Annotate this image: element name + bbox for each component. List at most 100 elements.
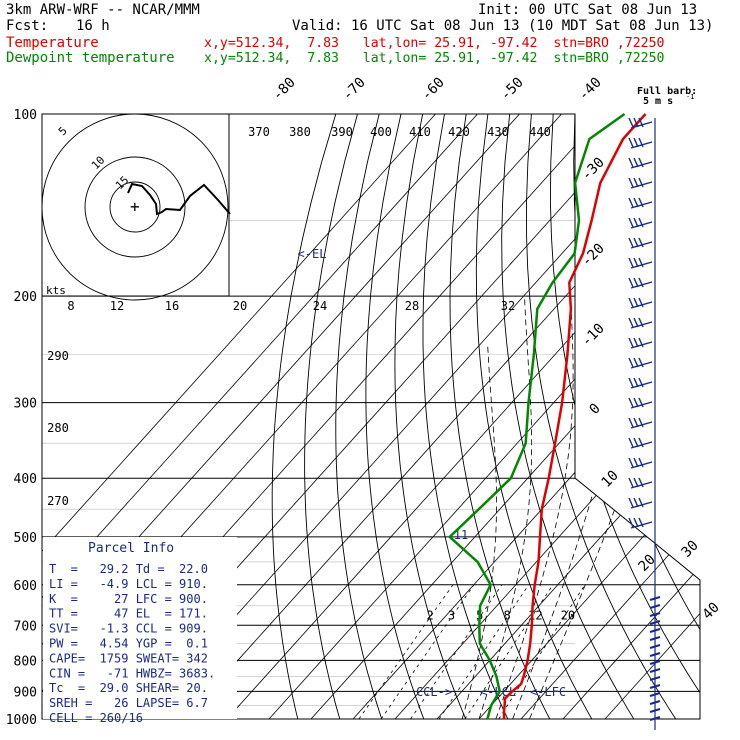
dry-adiabat-340 (526, 114, 677, 719)
theta-label-8: 290 (47, 349, 69, 363)
isotherm-50 (604, 114, 700, 719)
isotherm-label-0: 0 (587, 401, 604, 418)
mixing-ratio-label-12: 12 (528, 608, 542, 622)
wind-barb (628, 237, 653, 249)
mixing-ratio-label-20: 20 (561, 608, 575, 622)
isotherm-label-40: 40 (700, 600, 723, 623)
wind-barb-flag (628, 437, 634, 448)
parcel-row-8: Tc = 29.0 SHEAR= 20. (49, 681, 208, 695)
wind-barb-flag (638, 297, 644, 308)
wind-barb (628, 297, 653, 309)
wind-barb-flag (638, 497, 644, 508)
parcel-row-2: K = 27 LFC = 900. (49, 592, 208, 606)
dry-adiabat-370 (596, 114, 700, 719)
parcel-row-10: CELL = 260/16 (49, 711, 143, 725)
isotherm-label--60: -60 (419, 75, 448, 104)
theta-label-9: 280 (47, 421, 69, 435)
parcel-row-7: CIN = -71 HWBZ= 3683. (49, 666, 215, 680)
forecast-label: Fcst: (6, 18, 49, 34)
wind-barb-flag (633, 157, 639, 168)
isotherm-20 (478, 114, 700, 719)
theta-label-5: 420 (448, 125, 470, 139)
pressure-label-300: 300 (14, 397, 37, 412)
theta-label-3: 400 (370, 125, 392, 139)
wind-barb-low (649, 716, 661, 721)
forecast-hour: 16 h (76, 18, 110, 34)
dry-adiabat-300 (422, 114, 509, 719)
isotherm--50 (184, 114, 700, 719)
pressure-label-100: 100 (14, 108, 37, 123)
wind-barb-flag (638, 277, 644, 288)
isotherm--10 (352, 114, 700, 719)
hodograph-speed-label-24: 24 (313, 299, 327, 313)
wind-barb-flag (633, 257, 639, 268)
wind-barb-flag (633, 197, 639, 208)
wind-barb-flag (628, 177, 634, 188)
hodograph-speed-label-32: 32 (501, 299, 515, 313)
theta-label-7: 440 (529, 125, 551, 139)
wind-barb-flag (638, 137, 644, 148)
model-title: 3km ARW-WRF -- NCAR/MMM (6, 2, 200, 18)
wind-barb (628, 397, 653, 409)
pressure-label-200: 200 (14, 290, 37, 305)
wind-barb-flag (638, 437, 644, 448)
hodograph-frame (41, 113, 230, 297)
isotherm-30 (520, 114, 700, 719)
wind-barb-flag (628, 237, 634, 248)
legend-dewpoint-info: x,y=512.34, 7.83 lat,lon= 25.91, -97.42 … (204, 51, 665, 66)
theta-label-1: 380 (289, 125, 311, 139)
isotherm--30 (268, 114, 700, 719)
dry-adiabat-270 (335, 114, 383, 719)
wind-barb (628, 437, 653, 449)
wind-barb-low (649, 692, 661, 697)
wind-barb-flag (628, 357, 634, 368)
wind-barb-flag (633, 277, 639, 288)
wind-barb (628, 317, 653, 329)
wind-barb-flag (628, 417, 634, 428)
wind-barb-low (649, 684, 661, 689)
wind-barb-low (649, 596, 661, 601)
annotation-4: 11 (454, 528, 468, 542)
mixing-ratio-label-2: 2 (426, 608, 433, 622)
wind-barb (628, 117, 653, 129)
dry-adiabat-290 (394, 114, 467, 719)
wind-barb-low (649, 676, 661, 681)
moist-adiabat-20 (478, 296, 533, 719)
mixing-ratio-label-3: 3 (448, 608, 455, 622)
wind-barb-flag (633, 237, 639, 248)
wind-barb (628, 157, 653, 169)
dry-adiabat-330 (501, 114, 635, 719)
wind-barb (628, 417, 653, 429)
parcel-row-4: SVI= -1.3 CCL = 909. (49, 622, 208, 636)
valid-time: Valid: 16 UTC Sat 08 Jun 13 (10 MDT Sat … (292, 18, 714, 34)
pressure-label-700: 700 (14, 619, 37, 634)
wind-barb-flag (633, 117, 639, 128)
wind-barb-low (649, 668, 661, 673)
wind-barb-flag (633, 177, 639, 188)
wind-barb-flag (638, 417, 644, 428)
hodograph-speed-label-20: 20 (233, 299, 247, 313)
wind-barb-flag (628, 457, 634, 468)
pressure-label-800: 800 (14, 654, 37, 669)
wind-barb-low (649, 636, 661, 641)
series-dewpoint-line (448, 112, 626, 720)
wind-barb-flag (628, 257, 634, 268)
wind-barb-low (649, 620, 661, 625)
parcel-row-5: PW = 4.54 YGP = 0.1 (49, 637, 208, 651)
legend-dewpoint-name: Dewpoint temperature (6, 50, 175, 66)
wind-barb (628, 337, 653, 349)
pressure-label-1000: 1000 (6, 713, 37, 728)
isotherm-10 (436, 114, 700, 719)
isotherm--40 (226, 114, 700, 719)
wind-barb-flag (633, 137, 639, 148)
isotherm--120 (42, 114, 436, 719)
dry-adiabat-400 (661, 114, 700, 719)
isotherm-label-10: 10 (599, 468, 622, 491)
wind-barb (628, 377, 653, 389)
dry-adiabat-310 (449, 114, 551, 719)
wind-barb-flag (638, 517, 644, 528)
wind-barb-flag (633, 477, 639, 488)
wind-barb-flag (628, 477, 634, 488)
isotherm-0 (394, 114, 700, 719)
wind-barb-flag (633, 297, 639, 308)
